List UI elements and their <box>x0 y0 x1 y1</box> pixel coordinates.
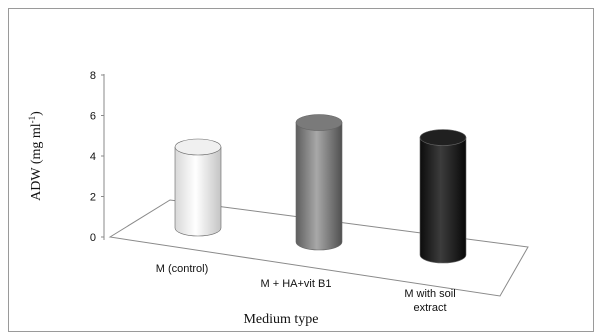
category-label-2: M with soil extract <box>404 288 455 314</box>
bar-body-1 <box>295 122 343 251</box>
bars <box>174 114 467 264</box>
y-tick-label-0: 0 <box>90 232 96 244</box>
y-axis-title-text: ADW (mg ml <box>29 123 44 201</box>
y-axis-title-close: ) <box>29 111 44 116</box>
category-labels: M (control) M + HA+vit B1 M with soil extra… <box>156 263 456 314</box>
x-axis-title: Medium type <box>243 312 318 327</box>
category-label-2-line-0: M with soil <box>404 288 455 300</box>
y-tick-label-1: 2 <box>90 192 96 204</box>
category-label-0-line-0: M (control) <box>156 263 209 275</box>
bar-1 <box>295 114 343 251</box>
y-tick-label-2: 4 <box>90 151 96 163</box>
category-label-2-line-1: extract <box>413 302 446 314</box>
bar-top-0 <box>174 138 222 156</box>
y-tick-labels: 0 2 4 6 8 <box>90 70 104 244</box>
category-label-1: M + HA+vit B1 <box>261 278 332 290</box>
y-axis-title: ADW (mg ml-1) <box>27 111 44 201</box>
bar-2 <box>419 129 467 264</box>
y-tick-label-4: 8 <box>90 70 96 82</box>
bar-body-0 <box>174 146 222 237</box>
category-label-0: M (control) <box>156 263 209 275</box>
y-axis-title-sup: -1 <box>27 116 37 124</box>
bar-top-1 <box>295 114 343 131</box>
category-label-1-line-0: M + HA+vit B1 <box>261 278 332 290</box>
bar-body-2 <box>419 137 467 264</box>
bar-top-2 <box>419 129 467 146</box>
y-tick-label-3: 6 <box>90 111 96 123</box>
bar-0 <box>174 138 222 237</box>
floor-plane <box>108 199 529 297</box>
